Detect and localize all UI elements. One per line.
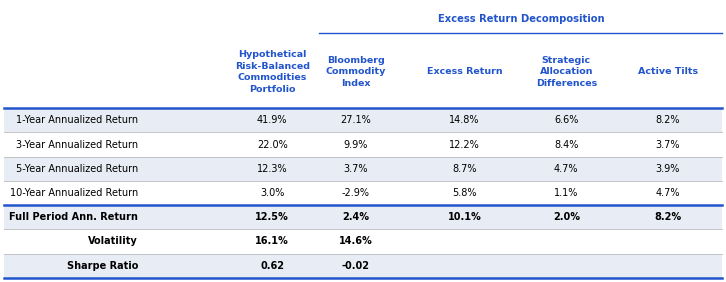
Text: 10.1%: 10.1% [448, 212, 481, 222]
Text: 12.3%: 12.3% [257, 164, 287, 174]
Text: 5.8%: 5.8% [452, 188, 477, 198]
Text: 3.9%: 3.9% [656, 164, 680, 174]
Text: 3.0%: 3.0% [260, 188, 285, 198]
Bar [4, 181, 722, 205]
Text: Sharpe Ratio: Sharpe Ratio [67, 261, 138, 271]
Bar [4, 108, 722, 133]
Text: Strategic
Allocation
Differences: Strategic Allocation Differences [536, 56, 597, 88]
Text: 8.4%: 8.4% [554, 140, 579, 149]
Text: 22.0%: 22.0% [257, 140, 287, 149]
Bar [4, 4, 722, 36]
Bar [4, 157, 722, 181]
Text: Active Tilts: Active Tilts [638, 67, 698, 76]
Text: 8.2%: 8.2% [656, 115, 680, 125]
Text: Full Period Ann. Return: Full Period Ann. Return [9, 212, 138, 222]
Text: 41.9%: 41.9% [257, 115, 287, 125]
Text: 27.1%: 27.1% [340, 115, 371, 125]
Text: 8.2%: 8.2% [654, 212, 682, 222]
Text: Bloomberg
Commodity
Index: Bloomberg Commodity Index [325, 56, 386, 88]
Text: 3-Year Annualized Return: 3-Year Annualized Return [16, 140, 138, 149]
Text: Hypothetical
Risk-Balanced
Commodities
Portfolio: Hypothetical Risk-Balanced Commodities P… [234, 50, 310, 94]
Text: 2.4%: 2.4% [342, 212, 370, 222]
Bar [4, 229, 722, 254]
Text: 3.7%: 3.7% [343, 164, 368, 174]
Bar [4, 254, 722, 278]
Text: 14.6%: 14.6% [339, 236, 372, 246]
Bar [4, 205, 722, 229]
Bar [4, 36, 722, 108]
Text: 2.0%: 2.0% [552, 212, 580, 222]
Text: 16.1%: 16.1% [256, 236, 289, 246]
Text: 5-Year Annualized Return: 5-Year Annualized Return [16, 164, 138, 174]
Text: 12.2%: 12.2% [449, 140, 480, 149]
Bar [4, 133, 722, 157]
Text: -2.9%: -2.9% [342, 188, 370, 198]
Text: 4.7%: 4.7% [656, 188, 680, 198]
Text: 10-Year Annualized Return: 10-Year Annualized Return [9, 188, 138, 198]
Text: Excess Return Decomposition: Excess Return Decomposition [438, 14, 604, 24]
Text: 9.9%: 9.9% [343, 140, 368, 149]
Text: 3.7%: 3.7% [656, 140, 680, 149]
Text: 12.5%: 12.5% [256, 212, 289, 222]
Text: 1.1%: 1.1% [554, 188, 579, 198]
Text: 0.62: 0.62 [260, 261, 285, 271]
Text: 6.6%: 6.6% [554, 115, 579, 125]
Text: Volatility: Volatility [88, 236, 138, 246]
Text: Excess Return: Excess Return [427, 67, 502, 76]
Text: 4.7%: 4.7% [554, 164, 579, 174]
Text: 14.8%: 14.8% [449, 115, 480, 125]
Text: 8.7%: 8.7% [452, 164, 477, 174]
Text: 1-Year Annualized Return: 1-Year Annualized Return [16, 115, 138, 125]
Text: -0.02: -0.02 [342, 261, 370, 271]
